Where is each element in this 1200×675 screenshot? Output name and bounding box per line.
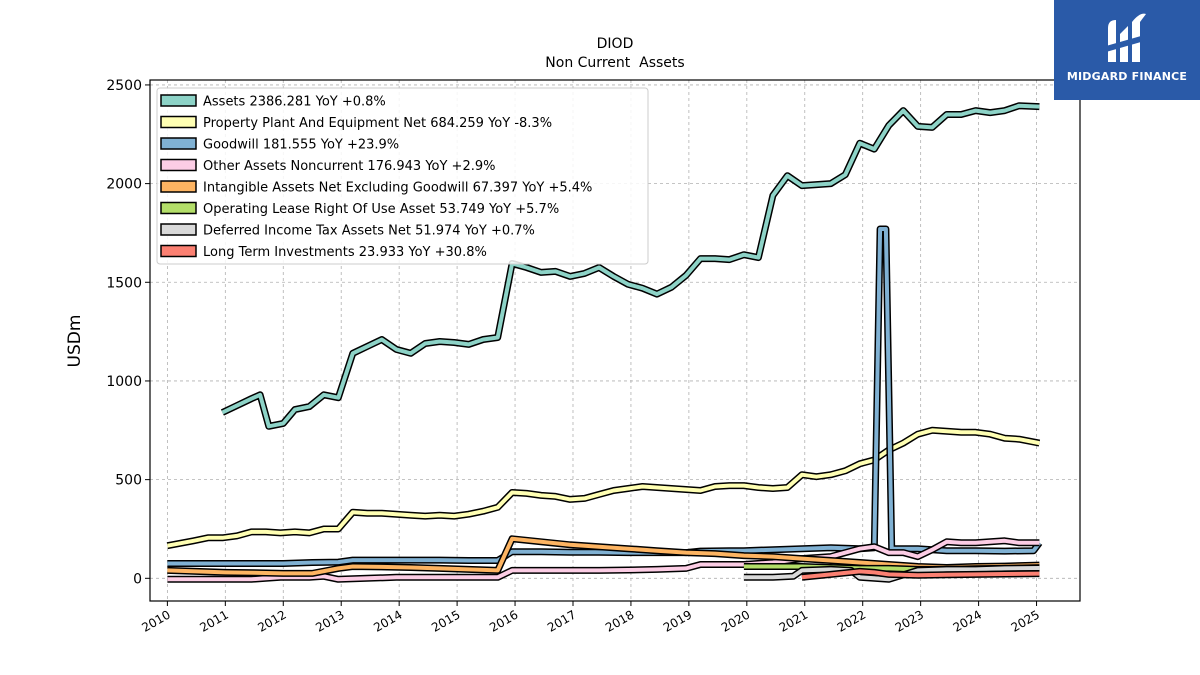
x-tick-label: 2024	[951, 607, 984, 634]
plot-frame	[149, 79, 1081, 602]
series-line-3	[167, 227, 1042, 566]
y-tick-label: 0	[133, 571, 142, 587]
legend-swatch	[160, 115, 197, 129]
brand-mark-icon	[1106, 13, 1148, 62]
series-line-7	[743, 566, 1040, 582]
legend-entry: Property Plant And Equipment Net 684.259…	[203, 116, 552, 131]
legend-swatch	[160, 158, 197, 172]
x-tick-label: 2011	[197, 607, 230, 634]
legend-entry: Goodwill 181.555 YoY +23.9%	[203, 138, 399, 153]
x-tick-label: 2020	[719, 607, 752, 634]
legend-swatch	[160, 180, 197, 193]
y-tick-label: 2500	[106, 78, 142, 94]
x-tick-label: 2014	[371, 607, 404, 634]
series-line-1	[221, 103, 1040, 429]
y-tick-label: 1500	[106, 275, 142, 291]
legend-swatch	[160, 94, 197, 107]
legend-entry: Operating Lease Right Of Use Asset 53.74…	[203, 202, 559, 217]
y-tick-label: 500	[115, 473, 142, 489]
chart-title: DIOD	[597, 36, 634, 52]
legend-entry: Intangible Assets Net Excluding Goodwill…	[203, 181, 592, 196]
x-tick-label: 2025	[1009, 607, 1042, 634]
series-outline-3	[167, 225, 1043, 567]
series-line-2	[167, 428, 1040, 548]
x-tick-label: 2015	[429, 607, 462, 634]
y-tick-label: 1000	[106, 374, 142, 390]
y-axis-label: USDm	[65, 315, 85, 368]
chart-subtitle: Non Current Assets	[545, 55, 684, 71]
legend-swatch	[160, 201, 197, 215]
series-line-5	[167, 536, 1040, 576]
x-tick-label: 2010	[139, 607, 172, 634]
legend-swatch	[160, 137, 197, 150]
x-tick-label: 2019	[661, 607, 694, 634]
series-line-4	[167, 538, 1040, 582]
legend-box	[156, 87, 649, 265]
legend: Assets 2386.281 YoY +0.8% Property Plant …	[156, 87, 649, 265]
x-tick-label: 2013	[313, 607, 346, 634]
legend-entry: Assets 2386.281 YoY +0.8%	[203, 95, 386, 110]
y-tick-label: 2000	[106, 177, 142, 193]
brand-name: MIDGARD FINANCE	[1066, 70, 1188, 83]
x-tick-label: 2018	[603, 607, 636, 634]
series-layer	[166, 102, 1043, 583]
series-line-8	[801, 569, 1040, 580]
x-tick-label: 2021	[777, 607, 810, 634]
x-tick-label: 2023	[893, 607, 926, 634]
series-outline-2	[166, 426, 1041, 550]
x-tick-label: 2012	[255, 607, 288, 634]
legend-entry: Long Term Investments 23.933 YoY +30.8%	[203, 245, 487, 260]
legend-swatch	[160, 244, 197, 258]
legend-entry: Other Assets Noncurrent 176.943 YoY +2.9…	[203, 159, 495, 174]
brand-logo: MIDGARD FINANCE	[1054, 0, 1200, 100]
legend-entry: Deferred Income Tax Assets Net 51.974 Yo…	[203, 224, 535, 239]
legend-swatch	[160, 223, 197, 236]
x-tick-label: 2017	[545, 607, 578, 634]
x-tick-label: 2022	[835, 607, 868, 634]
x-tick-label: 2016	[487, 607, 520, 634]
